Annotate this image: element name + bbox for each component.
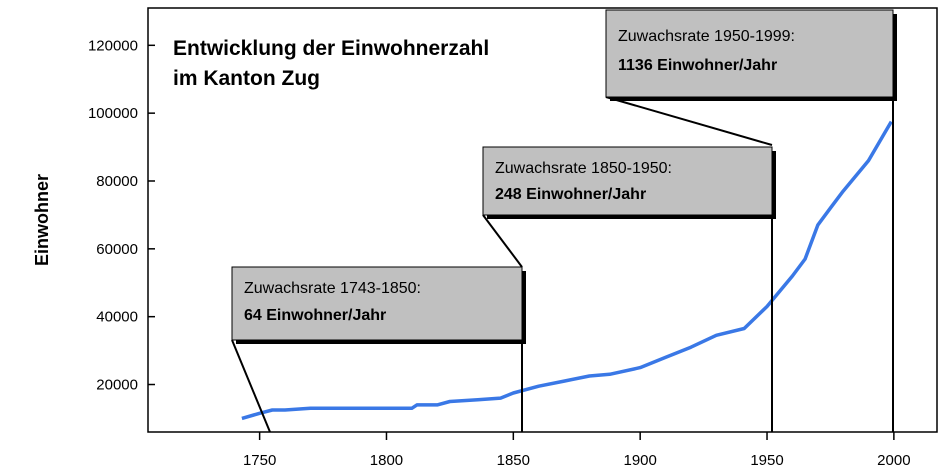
- y-axis-label: Einwohner: [32, 174, 52, 266]
- annotation-text: Zuwachsrate 1850-1950:: [495, 160, 672, 177]
- x-tick-label: 1900: [623, 452, 656, 469]
- y-tick-label: 120000: [88, 37, 138, 54]
- chart-title: im Kanton Zug: [173, 67, 320, 90]
- callout-line: [231, 339, 271, 433]
- annotation-box: [231, 266, 523, 341]
- annotation-text: 1136 Einwohner/Jahr: [618, 57, 777, 74]
- y-tick-label: 60000: [96, 241, 138, 258]
- y-tick-label: 80000: [96, 173, 138, 190]
- x-tick-label: 1750: [243, 452, 276, 469]
- x-tick-label: 1950: [750, 452, 783, 469]
- data-line: [241, 120, 893, 421]
- annotation-text: 64 Einwohner/Jahr: [244, 307, 386, 324]
- y-tick-label: 100000: [88, 105, 138, 122]
- annotation-text: Zuwachsrate 1950-1999:: [618, 28, 795, 45]
- annotation-box: [482, 146, 773, 216]
- plot-frame: [147, 7, 938, 433]
- x-tick-label: 2000: [877, 452, 910, 469]
- annotation-text: 248 Einwohner/Jahr: [495, 186, 646, 203]
- x-tick-label: 1800: [370, 452, 403, 469]
- chart-title: Entwicklung der Einwohnerzahl: [173, 37, 489, 60]
- y-tick-label: 20000: [96, 377, 138, 394]
- callout-line: [605, 96, 773, 146]
- y-tick-label: 40000: [96, 309, 138, 326]
- annotation-box: [605, 9, 894, 98]
- plot-area: 20000 40000 60000 80000 100000 120000 1750 1800…: [88, 7, 938, 469]
- callout-line: [482, 214, 523, 268]
- annotation-text: Zuwachsrate 1743-1850:: [244, 280, 421, 297]
- x-tick-label: 1850: [497, 452, 530, 469]
